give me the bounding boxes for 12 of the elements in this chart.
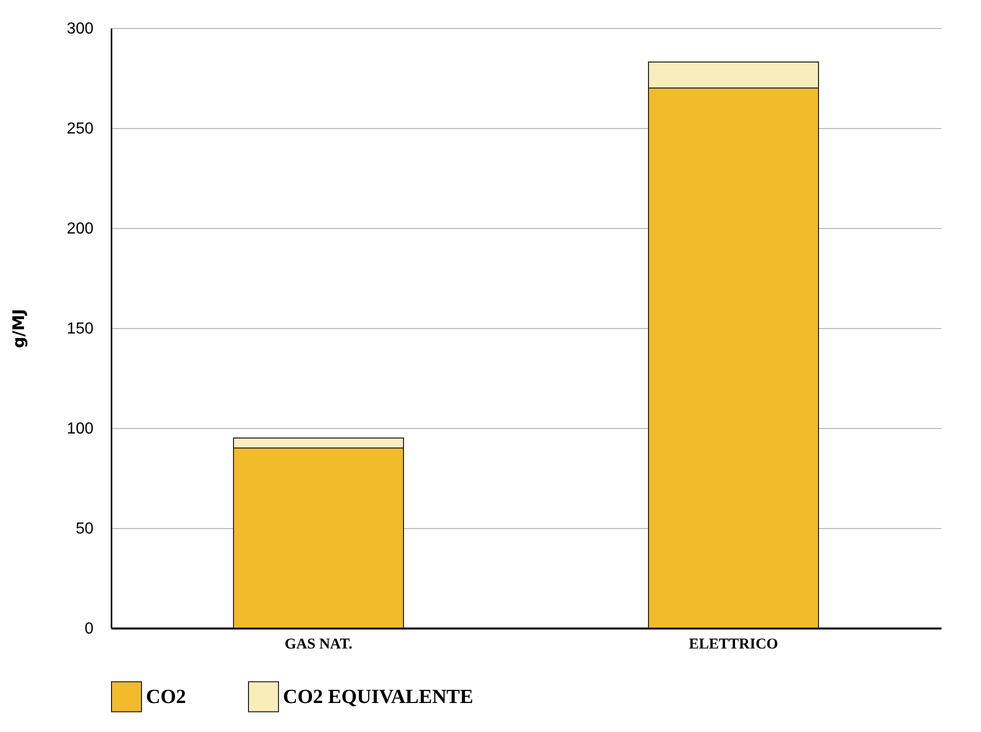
x-tick-label: GAS NAT. bbox=[284, 636, 353, 652]
x-tick-label: ELETTRICO bbox=[688, 636, 778, 652]
y-tick-label: 100 bbox=[66, 420, 94, 438]
y-tick-label: 150 bbox=[66, 320, 94, 338]
y-tick-label: 300 bbox=[66, 20, 94, 38]
legend-label: CO2 EQUIVALENTE bbox=[283, 686, 474, 708]
y-tick-label: 250 bbox=[66, 120, 94, 138]
y-axis-title: g/MJ bbox=[8, 308, 28, 348]
y-tick-label: 0 bbox=[84, 620, 94, 638]
y-tick-label: 200 bbox=[66, 220, 94, 238]
legend-label: CO2 bbox=[146, 686, 186, 708]
y-tick-label: 50 bbox=[76, 520, 94, 538]
